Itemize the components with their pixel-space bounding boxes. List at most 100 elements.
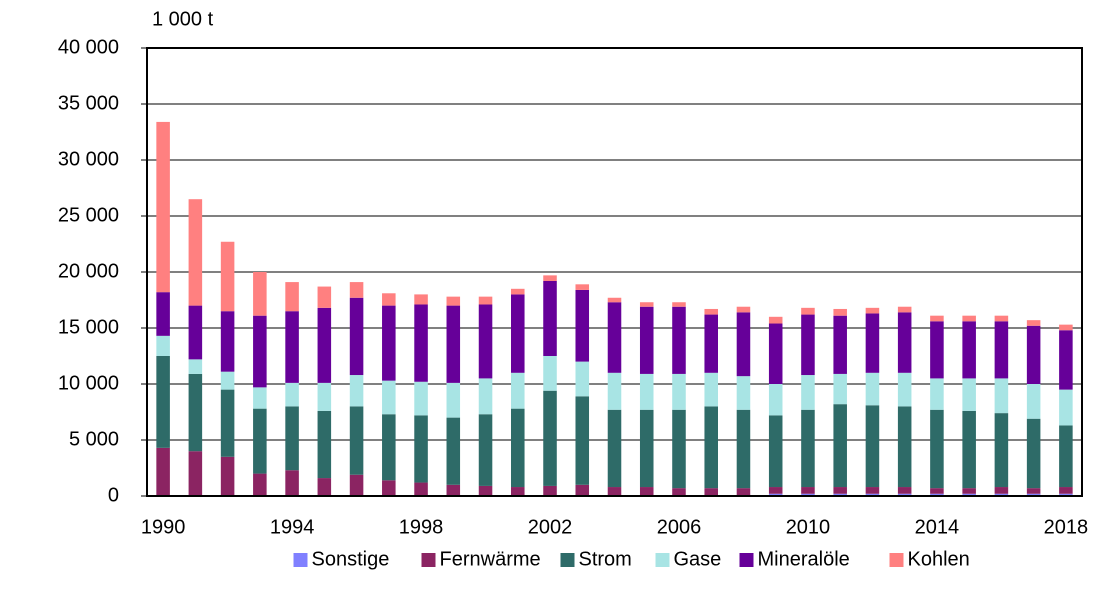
bar-segment [156,292,170,336]
bar-segment [511,294,525,373]
bar-segment [349,282,364,298]
bar-segment [317,286,332,308]
bar-segment [704,406,718,489]
bar-segment [865,307,880,314]
bar-segment [672,409,686,489]
bar-segment [607,297,622,303]
bar-segment [994,321,1009,379]
legend-swatch [421,553,436,567]
legend-label: Sonstige [312,548,390,570]
bar-segment [607,409,622,488]
bar-segment [865,405,880,488]
bar-segment [801,493,815,496]
bar-segment [897,372,912,407]
bar-segment [607,487,622,496]
y-tick-label: 25 000 [58,204,119,226]
bar-segment [704,308,718,315]
bar-segment [897,493,912,496]
bar-segment [543,275,557,281]
bar-segment [349,375,364,407]
bar-segment [704,372,718,407]
bar-segment [897,312,912,373]
bar-segment [1059,493,1073,496]
bar-segment [801,314,815,376]
bar-segment [253,387,267,409]
bar-segment [478,304,493,379]
bar-segment [672,302,686,307]
bar-segment [736,409,751,489]
bar-segment [317,410,332,479]
bar-segment [220,389,235,457]
bar-segment [962,488,976,494]
bar-segment [575,284,590,290]
legend-swatch [889,553,904,567]
bar-segment [478,414,493,486]
legend-swatch [293,553,308,567]
bar-segment [285,382,299,407]
bar-segment [220,456,235,496]
bar-segment [639,409,654,488]
bar-segment [672,306,686,374]
bar-segment [478,378,493,415]
bar-segment [543,485,557,496]
bar-segment [285,311,299,383]
bar-segment [994,413,1009,488]
bar-segment [156,335,170,356]
bar-segment [704,314,718,373]
bar-segment [639,373,654,410]
bar-segment [317,382,332,411]
bar-segment [930,488,944,494]
bar-segment [414,415,428,483]
bar-segment [768,316,783,324]
bar-segment [897,406,912,488]
bar-segment [801,487,815,494]
y-tick-label: 10 000 [58,372,119,394]
x-tick-label: 2002 [528,516,573,538]
bar-segment [575,396,590,485]
bar-segment [833,493,847,496]
bar-segment [188,359,203,374]
bar-segment [768,384,783,416]
legend-swatch [560,553,575,567]
bar-segment [382,480,396,496]
bar-segment [253,408,267,474]
bar-segment [478,296,493,305]
bar-segment [382,293,396,306]
bar-segment [1026,493,1041,496]
bar-segment [1026,384,1041,419]
x-tick-label: 1998 [399,516,444,538]
bar-segment [672,488,686,496]
bar-segment [414,304,428,382]
bar-segment [962,315,976,322]
bar-segment [317,307,332,383]
bar-segment [897,306,912,313]
bar-segment [994,378,1009,414]
bar-segment [930,378,944,410]
bar-segment [220,371,235,390]
bar-segment [962,321,976,379]
bar-segment [639,306,654,374]
bar-segment [446,382,461,418]
bar-segment [736,312,751,377]
bar-segment [156,121,170,293]
bar-segment [1059,487,1073,494]
bar-segment [382,380,396,415]
y-tick-label: 35 000 [58,92,119,114]
legend-label: Kohlen [908,548,970,570]
bar-segment [930,409,944,489]
bar-segment [833,487,847,494]
bar-segment [736,376,751,410]
bar-segment [897,487,912,494]
bar-segment [253,315,267,388]
bar-segment [575,289,590,362]
bar-segment [801,409,815,488]
y-tick-label: 5 000 [69,428,119,450]
legend-label: Gase [674,548,722,570]
legend-label: Mineralöle [758,548,850,570]
bar-segment [446,305,461,383]
y-tick-label: 40 000 [58,36,119,58]
plot-border [146,47,1083,497]
bar-segment [446,484,461,496]
bar-segment [1059,425,1073,488]
bar-segment [865,487,880,494]
